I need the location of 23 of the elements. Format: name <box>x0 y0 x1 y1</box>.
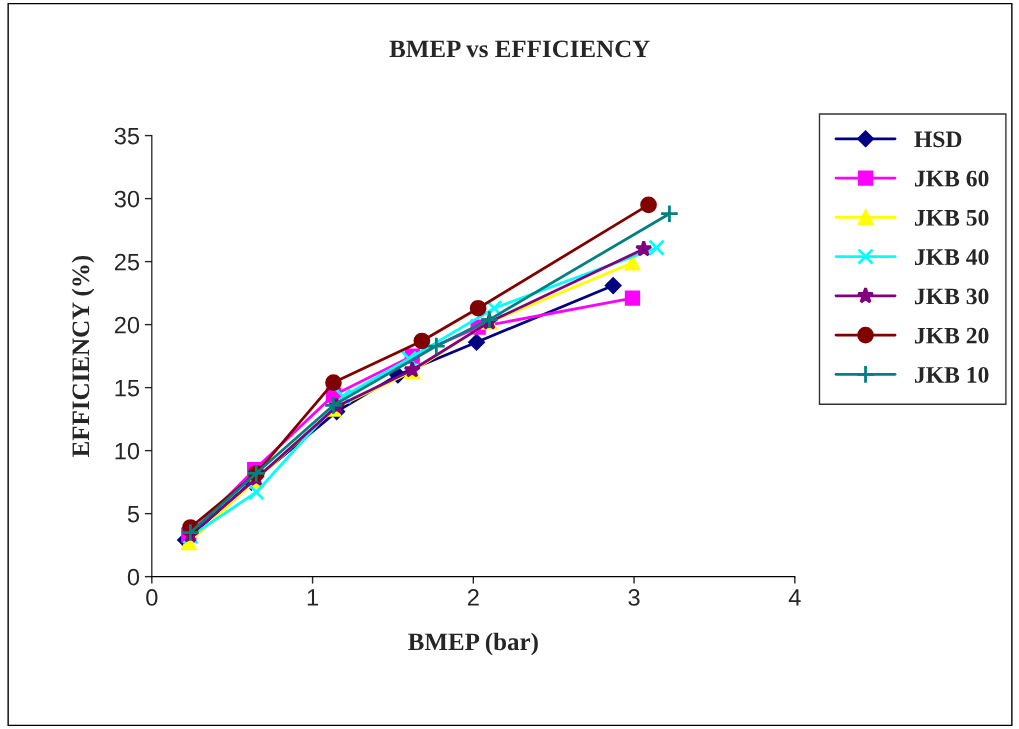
y-tick-label: 20 <box>114 316 140 334</box>
y-tick-label: 35 <box>114 127 140 145</box>
legend-label: JKB 20 <box>914 327 989 344</box>
x-tick-label: 0 <box>146 589 158 606</box>
legend-label: JKB 30 <box>914 288 989 305</box>
y-tick-label: 30 <box>114 190 140 208</box>
x-tick-label: 1 <box>307 589 318 606</box>
legend-label: JKB 50 <box>914 209 989 226</box>
y-tick-label: 10 <box>115 442 140 460</box>
y-tick-label: 0 <box>127 568 140 586</box>
y-axis-title: EFFICIENCY (%) <box>71 255 95 457</box>
x-tick-label: 4 <box>788 589 801 606</box>
x-axis-title: BMEP (bar) <box>408 632 538 656</box>
y-tick-label: 5 <box>127 505 140 523</box>
x-tick-label: 2 <box>467 589 479 606</box>
x-tick-label: 3 <box>628 589 640 606</box>
legend-label: HSD <box>914 131 962 148</box>
legend-label: JKB 40 <box>914 249 989 266</box>
y-tick-label: 25 <box>114 253 140 271</box>
legend-label: JKB 60 <box>914 170 989 187</box>
y-tick-label: 15 <box>115 379 140 397</box>
chart-title: BMEP vs EFFICIENCY <box>389 40 650 58</box>
legend-label: JKB 10 <box>914 366 989 383</box>
